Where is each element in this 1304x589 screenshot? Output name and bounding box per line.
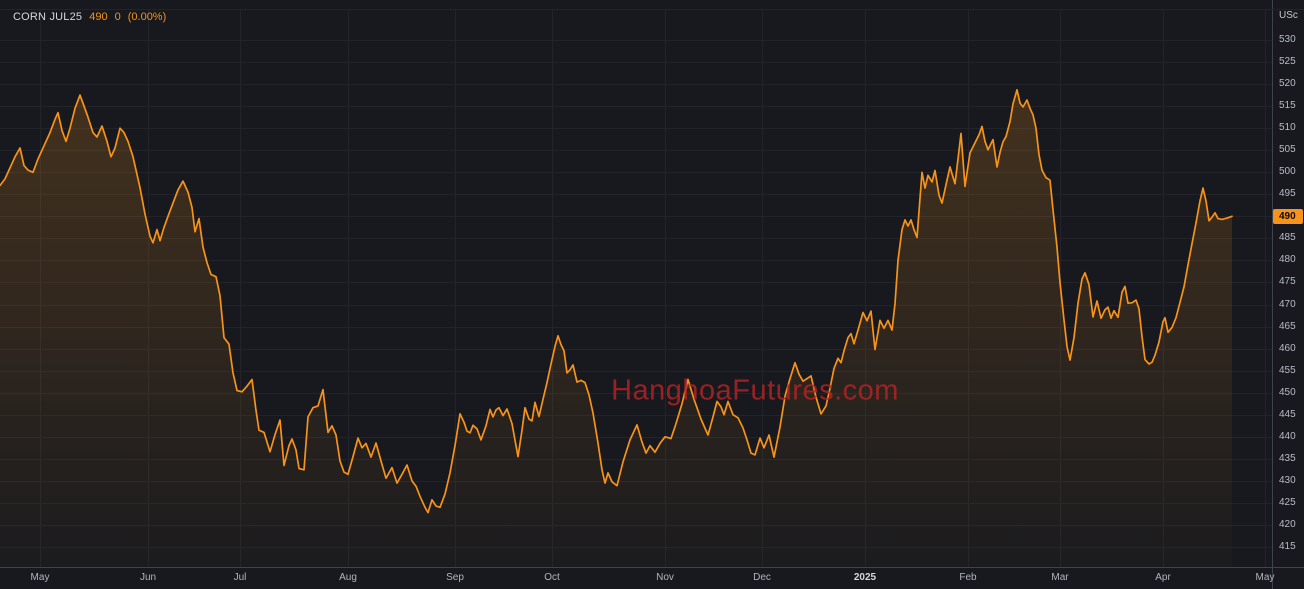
price-tick-label: 435 <box>1279 452 1296 464</box>
time-tick-label: Apr <box>1155 572 1171 583</box>
price-unit-label: USc <box>1279 10 1298 21</box>
area-fill <box>0 89 1232 568</box>
price-tick-label: 480 <box>1279 254 1296 266</box>
price-change-percent: (0.00%) <box>127 11 167 23</box>
last-price-value: 490 <box>89 11 108 23</box>
price-tick-label: 500 <box>1279 166 1296 178</box>
price-tick-label: 505 <box>1279 144 1296 156</box>
price-tick-label: 415 <box>1279 541 1296 552</box>
price-tick-label: 460 <box>1279 342 1296 354</box>
price-tick-label: 440 <box>1279 430 1296 442</box>
time-tick-label: Dec <box>753 572 771 583</box>
symbol-legend[interactable]: CORN JUL25 490 0 (0.00%) <box>13 11 166 23</box>
time-axis[interactable]: May Jun Jul Aug Sep Oct Nov Dec 2025 Feb Mar Apr May <box>0 567 1304 589</box>
price-tick-label: 495 <box>1279 188 1296 200</box>
price-tick-label: 450 <box>1279 386 1296 398</box>
price-tick-label: 420 <box>1279 518 1296 530</box>
time-tick-label: Nov <box>656 572 674 583</box>
symbol-name: CORN JUL25 <box>13 11 83 23</box>
price-tick-label: 525 <box>1279 56 1296 68</box>
time-tick-label: May <box>1255 572 1275 583</box>
time-tick-label: Aug <box>339 572 357 583</box>
watermark: HanghoaFutures.com <box>611 374 899 407</box>
price-tick-label: 485 <box>1279 232 1296 244</box>
time-tick-label: Feb <box>959 572 977 583</box>
price-tick-label: 520 <box>1279 78 1296 90</box>
price-tick-label: 475 <box>1279 276 1296 288</box>
time-tick-label: Oct <box>544 572 560 583</box>
time-tick-label: Jul <box>233 572 247 583</box>
price-line <box>0 88 1233 514</box>
price-tick-label: 510 <box>1279 122 1296 134</box>
time-tick-year-label: 2025 <box>853 572 877 583</box>
price-tick-label: 445 <box>1279 408 1296 420</box>
area-fill-path <box>0 89 1232 568</box>
price-change: 0 <box>114 11 121 23</box>
last-price-badge: 490 <box>1273 208 1303 224</box>
time-tick-label: Mar <box>1051 572 1069 583</box>
price-line-path <box>0 88 1233 514</box>
time-tick-label: Jun <box>139 572 157 583</box>
price-tick-label: 425 <box>1279 496 1296 508</box>
time-tick-label: Sep <box>446 572 464 583</box>
price-tick-label: 455 <box>1279 364 1296 376</box>
price-tick-label: 515 <box>1279 100 1296 112</box>
time-tick-label: May <box>30 572 50 583</box>
price-tick-label: 530 <box>1279 34 1296 45</box>
price-tick-label: 465 <box>1279 320 1296 332</box>
price-tick-label: 430 <box>1279 474 1296 486</box>
price-tick-label: 470 <box>1279 298 1296 310</box>
price-axis[interactable]: USc 530 525 520 515 510 505 500 495 490 485 480 475… <box>1272 0 1304 589</box>
